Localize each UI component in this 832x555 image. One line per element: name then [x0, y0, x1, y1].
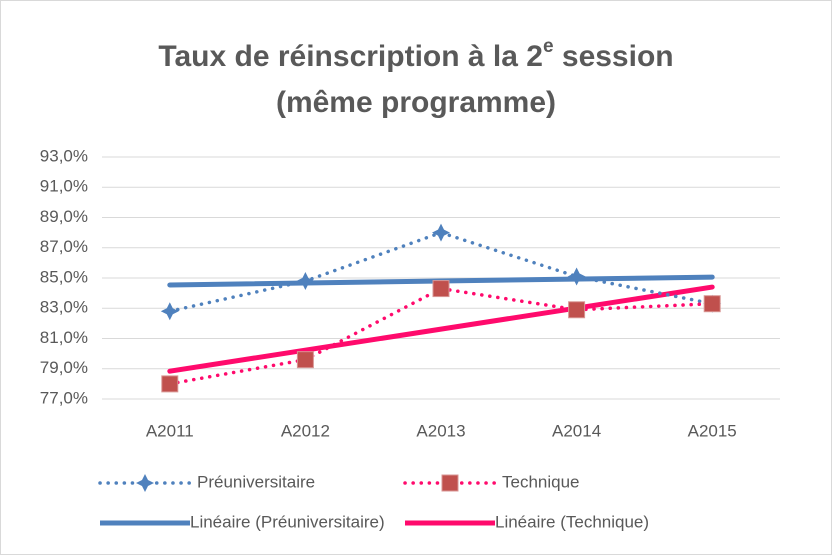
marker — [703, 295, 721, 313]
marker — [568, 301, 586, 319]
marker — [567, 267, 586, 286]
legend-label: Technique — [502, 472, 580, 491]
x-tick-label: A2012 — [281, 421, 330, 440]
title-text: session — [554, 40, 674, 73]
marker — [432, 280, 450, 298]
y-tick-label: 93,0% — [40, 146, 88, 165]
x-tick-label: A2011 — [146, 421, 194, 440]
legend-label: Linéaire (Préuniversitaire) — [190, 512, 385, 531]
x-tick-label: A2013 — [416, 421, 465, 440]
title-superscript: e — [543, 36, 554, 57]
x-tick-label: A2014 — [552, 421, 601, 440]
marker — [296, 272, 315, 291]
legend-label: Préuniversitaire — [197, 472, 315, 491]
marker — [160, 302, 179, 321]
chart-title: Taux de réinscription à la 2e session — [158, 36, 673, 73]
legend-label: Linéaire (Technique) — [495, 512, 649, 531]
y-tick-label: 91,0% — [40, 177, 88, 196]
legend-marker — [441, 474, 459, 492]
y-tick-label: 81,0% — [40, 328, 88, 347]
y-tick-label: 87,0% — [40, 237, 88, 256]
x-tick-label: A2015 — [688, 421, 737, 440]
y-tick-label: 83,0% — [40, 298, 88, 317]
title-text: Taux de réinscription à la 2 — [158, 40, 543, 73]
chart-title: (même programme) — [276, 86, 556, 119]
y-tick-label: 79,0% — [40, 358, 88, 377]
marker — [161, 375, 179, 393]
y-tick-label: 89,0% — [40, 207, 88, 226]
y-tick-label: 85,0% — [40, 267, 88, 286]
marker — [432, 223, 450, 242]
legend-marker — [136, 474, 154, 492]
marker — [296, 351, 314, 369]
trend-line — [167, 284, 715, 374]
y-tick-label: 77,0% — [40, 388, 88, 407]
